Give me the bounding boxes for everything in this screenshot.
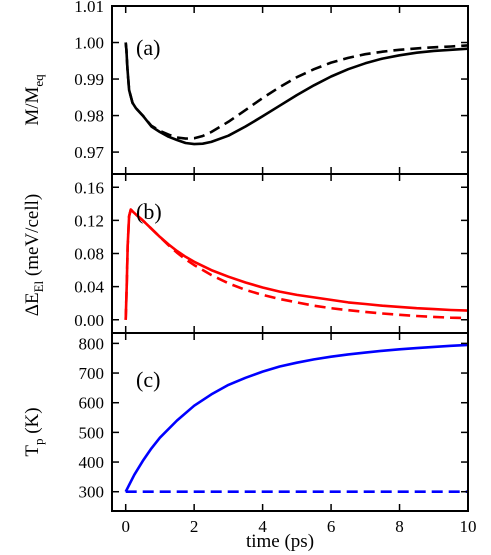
panel-c-ylabel-sub: p	[31, 439, 46, 446]
panel-c-label: (c)	[136, 367, 160, 392]
panel-b-series-solid-line	[124, 208, 469, 320]
svg-text:ΔEEl (meV/cell): ΔEEl (meV/cell)	[22, 194, 46, 316]
panel-a-label-text: (a)	[136, 35, 160, 60]
x-tick-label: 0	[121, 517, 130, 536]
panel-c-ylabel-tail: (K)	[22, 407, 43, 438]
x-tick-label: 6	[327, 517, 336, 536]
svg-text:Tp (K): Tp (K)	[22, 407, 46, 456]
panel-a-ytick-label: 0.97	[74, 143, 104, 162]
panel-b-series-dashed-line	[124, 208, 469, 320]
panel-a-series-dashed-line	[124, 42, 469, 140]
x-tick-label: 2	[190, 517, 199, 536]
x-tick-label: 8	[395, 517, 404, 536]
panel-a-ytick-label: 1.01	[74, 0, 104, 16]
panel-a-plot: 0.97 0.98 0.99 1.00 1.01	[74, 0, 469, 175]
panel-a-series-solid-line	[124, 42, 469, 146]
panel-b-ytick-label: 0.00	[74, 311, 104, 330]
panel-a-ylabel-main: M/M	[22, 87, 43, 126]
panel-c-ylabel: Tp (K)	[22, 407, 46, 456]
panel-a-ylabel: M/Meq	[22, 74, 46, 126]
panel-a-frame	[111, 5, 469, 175]
panel-a-ytick-label: 0.98	[74, 107, 104, 126]
svg-text:M/Meq: M/Meq	[22, 74, 46, 126]
panel-a-label: (a)	[136, 35, 160, 60]
panel-a-ylabel-sub: eq	[31, 74, 46, 87]
panel-b-label-text: (b)	[136, 199, 162, 224]
panel-b-ytick-label: 0.16	[74, 178, 104, 197]
panel-c-ytick-label: 800	[79, 334, 105, 353]
panel-c-ylabel-main: T	[22, 445, 43, 457]
panel-c-plot: 300 400 500 600 700 800 0 2 4 6 8 10	[79, 332, 477, 536]
panel-a-ytick-label: 0.99	[74, 70, 104, 89]
panel-c-ytick-label: 600	[79, 394, 105, 413]
panel-c-series-solid-line	[124, 343, 469, 493]
x-tick-label: 4	[258, 517, 267, 536]
panel-c-ytick-label: 700	[79, 364, 105, 383]
panel-a-ytick-label: 1.00	[74, 34, 104, 53]
panel-b-ylabel-tail: (meV/cell)	[22, 194, 43, 281]
panel-b-ylabel-sub: El	[31, 280, 46, 292]
panel-c-label-text: (c)	[136, 367, 160, 392]
panel-b-ylabel-main: ΔE	[22, 292, 43, 316]
panel-b-ytick-label: 0.04	[74, 278, 104, 297]
panel-c-ytick-label: 300	[79, 483, 105, 502]
panel-b-ytick-label: 0.08	[74, 245, 104, 264]
x-tick-label: 10	[460, 517, 477, 536]
x-axis-title: time (ps)	[246, 531, 314, 552]
panel-b-plot: 0.00 0.04 0.08 0.12 0.16	[74, 173, 469, 334]
panel-b-ytick-label: 0.12	[74, 211, 104, 230]
panel-c-ytick-label: 500	[79, 423, 105, 442]
panel-b-label: (b)	[136, 199, 162, 224]
panel-b-ylabel: ΔEEl (meV/cell)	[22, 194, 46, 316]
panel-c-ytick-label: 400	[79, 453, 105, 472]
panel-c-frame	[111, 332, 469, 512]
